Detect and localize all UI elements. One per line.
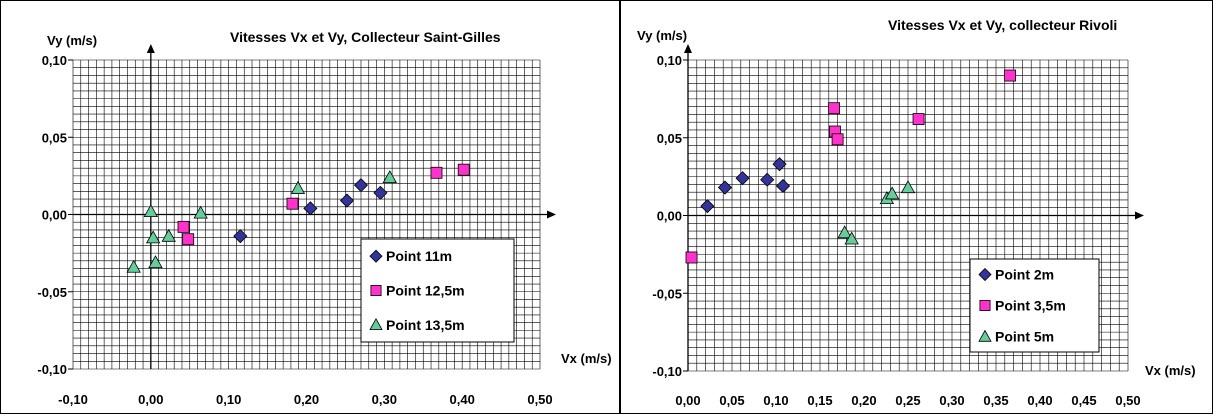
series-2	[838, 181, 914, 244]
chart-panel-saint-gilles: -0,10 0,00 0,10 0,20 0,30 0,40 0,50 0,10 0,05 0,0…	[0, 0, 620, 414]
data-point	[458, 164, 469, 175]
x-axis-label: Vx (m/s)	[561, 351, 612, 366]
chart-title: Vitesses Vx et Vy, collecteur Rivoli	[888, 17, 1117, 33]
data-point	[902, 181, 915, 193]
data-point	[178, 221, 189, 232]
y-axis-arrow	[147, 44, 155, 53]
x-tick-label: 0,25	[895, 393, 920, 408]
chart-panel-rivoli: 0,00 0,05 0,10 0,15 0,20 0,25 0,30 0,35 0,40 0,45…	[620, 0, 1213, 414]
legend-label: Point 12,5m	[386, 283, 465, 299]
data-point	[1005, 70, 1016, 81]
legend: Point 2m Point 3,5m Point 5m	[970, 259, 1099, 352]
data-point	[777, 179, 790, 192]
data-point	[686, 252, 697, 263]
y-tick-label: 0,10	[657, 53, 682, 68]
y-axis-label: Vy (m/s)	[637, 28, 687, 43]
data-point	[383, 171, 396, 183]
legend-label: Point 13,5m	[386, 317, 465, 333]
x-tick-label: 0,10	[763, 393, 788, 408]
chart-title: Vitesses Vx et Vy, Collecteur Saint-Gill…	[230, 29, 501, 45]
data-point	[183, 234, 194, 245]
chart-saint-gilles-content: -0,10 0,00 0,10 0,20 0,30 0,40 0,50 0,10 0,05 0,0…	[37, 29, 611, 407]
x-tick-label: 0,30	[939, 393, 964, 408]
x-tick-label: 0,05	[719, 393, 744, 408]
x-tick-label: 0,10	[216, 392, 241, 407]
legend-label: Point 11m	[386, 248, 452, 264]
data-point	[234, 230, 247, 243]
y-tick-label: -0,10	[37, 362, 67, 377]
x-tick-label: 0,15	[807, 393, 832, 408]
data-point	[304, 202, 317, 215]
y-tick-label: 0,10	[42, 53, 67, 68]
chart-rivoli: 0,00 0,05 0,10 0,15 0,20 0,25 0,30 0,35 0,40 0,45…	[621, 1, 1212, 413]
data-point	[340, 194, 353, 207]
data-point	[913, 114, 924, 125]
data-point	[431, 167, 442, 178]
data-point	[162, 230, 175, 242]
data-point	[354, 179, 367, 192]
chart-rivoli-content: 0,00 0,05 0,10 0,15 0,20 0,25 0,30 0,35 0,40 0,45…	[637, 17, 1196, 408]
data-point	[701, 200, 714, 213]
chart-saint-gilles: -0,10 0,00 0,10 0,20 0,30 0,40 0,50 0,10 0,05 0,0…	[1, 1, 619, 413]
y-tick-label: 0,05	[657, 131, 682, 146]
y-tick-label: -0,05	[37, 285, 67, 300]
data-point	[736, 172, 749, 185]
y-tick-label: 0,05	[42, 130, 67, 145]
x-tick-label: -0,10	[58, 392, 88, 407]
x-tick-label: 0,45	[1071, 393, 1096, 408]
data-point	[127, 261, 140, 273]
x-axis-arrow	[1135, 212, 1144, 220]
x-tick-label: 0,20	[294, 392, 319, 407]
data-point	[374, 186, 387, 199]
legend-label: Point 2m	[995, 267, 1054, 283]
legend-label: Point 3,5m	[995, 298, 1066, 314]
y-tick-label: -0,10	[652, 364, 682, 379]
x-axis-label: Vx (m/s)	[1145, 363, 1196, 378]
x-tick-label: 0,00	[138, 392, 163, 407]
y-axis-label: Vy (m/s)	[47, 33, 97, 48]
y-tick-label: 0,00	[42, 208, 67, 223]
y-tick-label: 0,00	[657, 209, 682, 224]
x-axis-arrow	[547, 211, 556, 219]
y-axis-arrow	[684, 44, 692, 53]
series-0	[234, 179, 387, 243]
x-tick-label: 0,50	[1115, 393, 1140, 408]
x-tick-label: 0,30	[372, 392, 397, 407]
data-point	[147, 231, 160, 243]
x-tick-label: 0,50	[527, 392, 552, 407]
x-tick-label: 0,40	[450, 392, 475, 407]
x-tick-label: 0,35	[983, 393, 1008, 408]
legend-marker	[371, 285, 381, 295]
x-tick-label: 0,40	[1027, 393, 1052, 408]
data-point	[832, 134, 843, 145]
legend: Point 11m Point 12,5m Point 13,5m	[361, 239, 514, 342]
series-1	[178, 164, 469, 245]
legend-marker	[980, 300, 990, 310]
data-point	[287, 198, 298, 209]
x-tick-label: 0,20	[851, 393, 876, 408]
x-tick-label: 0,00	[675, 393, 700, 408]
data-point	[829, 103, 840, 114]
legend-label: Point 5m	[995, 329, 1054, 345]
y-tick-label: -0,05	[652, 286, 682, 301]
